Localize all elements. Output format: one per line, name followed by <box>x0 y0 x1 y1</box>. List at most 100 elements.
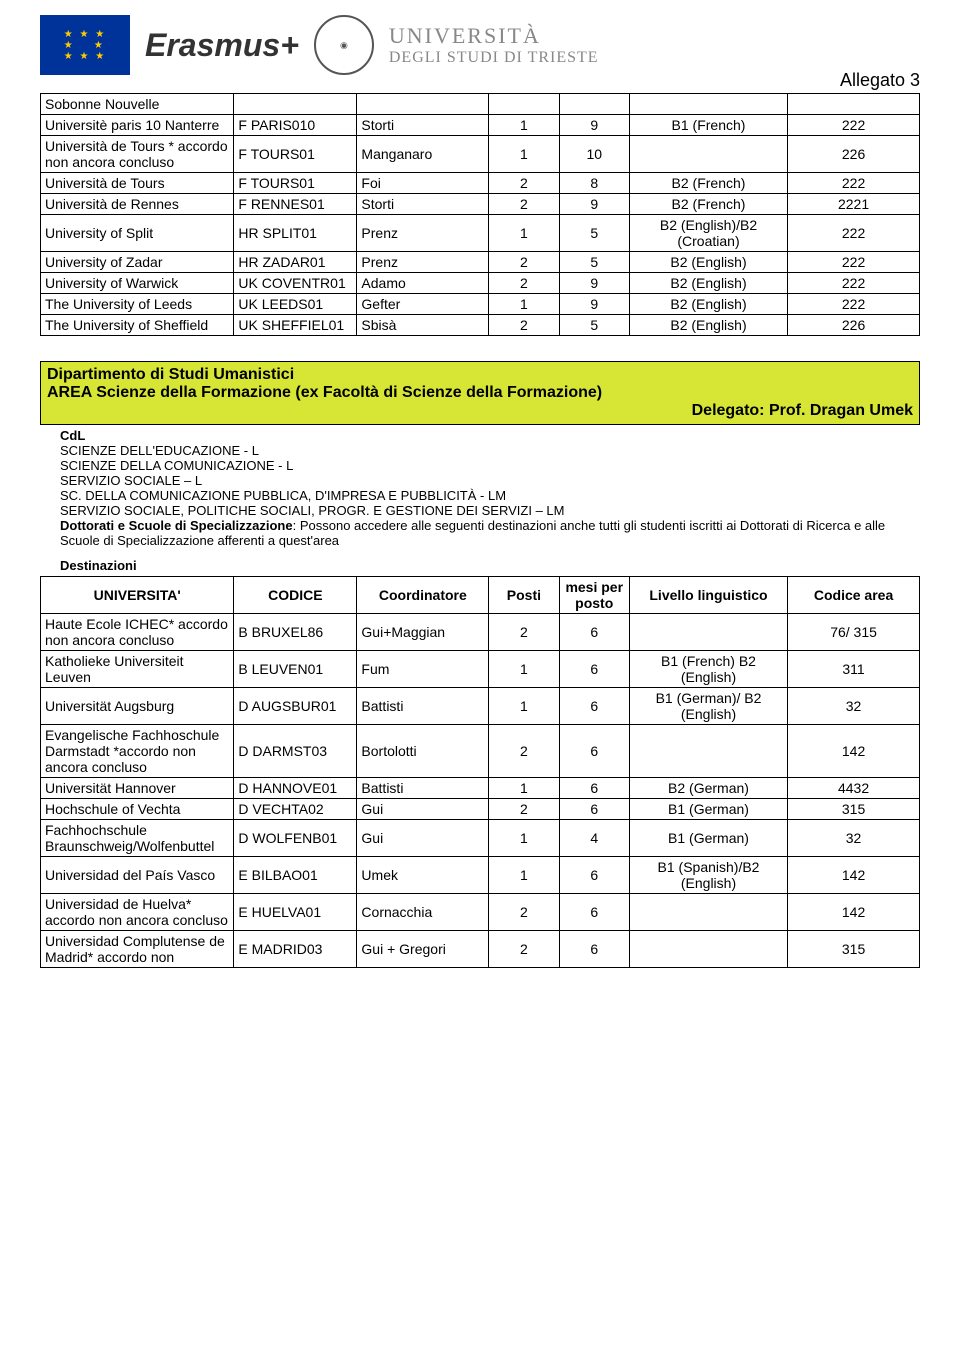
cell-coordinator: Storti <box>357 115 489 136</box>
cell-level: B2 (English) <box>629 252 787 273</box>
cell-level: B2 (German) <box>629 778 787 799</box>
cell-university: Sobonne Nouvelle <box>41 94 234 115</box>
cell-code: F TOURS01 <box>234 136 357 173</box>
cell-area: 222 <box>788 252 920 273</box>
cell-posti: 1 <box>489 215 559 252</box>
cdl-header: CdL <box>60 428 920 443</box>
cell-coordinator: Bortolotti <box>357 725 489 778</box>
col-codice-area: Codice area <box>788 577 920 614</box>
cell-code: D HANNOVE01 <box>234 778 357 799</box>
cell-code: E MADRID03 <box>234 931 357 968</box>
cell-area: 226 <box>788 136 920 173</box>
table-row: University of SplitHR SPLIT01Prenz15B2 (… <box>41 215 920 252</box>
cell-mesi: 9 <box>559 115 629 136</box>
col-coordinatore: Coordinatore <box>357 577 489 614</box>
cell-mesi: 6 <box>559 725 629 778</box>
cell-mesi: 9 <box>559 273 629 294</box>
cell-level: B1 (German) <box>629 820 787 857</box>
section-header-box: Dipartimento di Studi Umanistici AREA Sc… <box>40 361 920 425</box>
cell-area: 222 <box>788 215 920 252</box>
cell-area: 222 <box>788 273 920 294</box>
cell-university: Universität Augsburg <box>41 688 234 725</box>
cell-level: B2 (French) <box>629 173 787 194</box>
cell-level: B1 (German) <box>629 799 787 820</box>
cell-code: E HUELVA01 <box>234 894 357 931</box>
cell-university: Universidad Complutense de Madrid* accor… <box>41 931 234 968</box>
cell-mesi: 6 <box>559 688 629 725</box>
cell-coordinator: Prenz <box>357 215 489 252</box>
cell-level: B2 (French) <box>629 194 787 215</box>
cell-university: Haute Ecole ICHEC* accordo non ancora co… <box>41 614 234 651</box>
cdl-line: SCIENZE DELLA COMUNICAZIONE - L <box>60 458 920 473</box>
table-row: Universität AugsburgD AUGSBUR01Battisti1… <box>41 688 920 725</box>
cell-level: B1 (French) <box>629 115 787 136</box>
table-row: Universitè paris 10 NanterreF PARIS010St… <box>41 115 920 136</box>
table-row: Evangelische Fachhoschule Darmstadt *acc… <box>41 725 920 778</box>
cell-code: HR SPLIT01 <box>234 215 357 252</box>
cell-university: Hochschule of Vechta <box>41 799 234 820</box>
table-row: University of WarwickUK COVENTR01Adamo29… <box>41 273 920 294</box>
cell-university: Universidad de Huelva* accordo non ancor… <box>41 894 234 931</box>
cell-code <box>234 94 357 115</box>
cell-area: 142 <box>788 857 920 894</box>
cell-university: Katholieke Universiteit Leuven <box>41 651 234 688</box>
cell-level: B1 (French) B2 (English) <box>629 651 787 688</box>
cell-code: D AUGSBUR01 <box>234 688 357 725</box>
cell-coordinator <box>357 94 489 115</box>
destinations-table-2: UNIVERSITA' CODICE Coordinatore Posti me… <box>40 576 920 968</box>
table-row: Katholieke Universiteit LeuvenB LEUVEN01… <box>41 651 920 688</box>
cell-posti: 2 <box>489 273 559 294</box>
col-mesi: mesi per posto <box>559 577 629 614</box>
cell-level: B2 (English) <box>629 294 787 315</box>
cdl-line: SERVIZIO SOCIALE, POLITICHE SOCIALI, PRO… <box>60 503 920 518</box>
cell-mesi: 5 <box>559 215 629 252</box>
table-row: Universidad del País VascoE BILBAO01Umek… <box>41 857 920 894</box>
table-row: Fachhochschule Braunschweig/Wolfenbuttel… <box>41 820 920 857</box>
cell-level: B1 (Spanish)/B2 (English) <box>629 857 787 894</box>
cell-coordinator: Battisti <box>357 778 489 799</box>
cell-coordinator: Gui <box>357 799 489 820</box>
table-row: Università de RennesF RENNES01Storti29B2… <box>41 194 920 215</box>
cell-area: 142 <box>788 894 920 931</box>
cell-posti: 2 <box>489 894 559 931</box>
cell-mesi: 6 <box>559 894 629 931</box>
table-row: Sobonne Nouvelle <box>41 94 920 115</box>
cell-code: HR ZADAR01 <box>234 252 357 273</box>
table-row: Universität HannoverD HANNOVE01Battisti1… <box>41 778 920 799</box>
table-row: The University of SheffieldUK SHEFFIEL01… <box>41 315 920 336</box>
uni-name-bottom: DEGLI STUDI DI TRIESTE <box>389 49 599 67</box>
cell-code: UK LEEDS01 <box>234 294 357 315</box>
cell-level <box>629 725 787 778</box>
delegato-label: Delegato: Prof. Dragan Umek <box>47 402 913 420</box>
cell-area: 311 <box>788 651 920 688</box>
cell-university: Evangelische Fachhoschule Darmstadt *acc… <box>41 725 234 778</box>
cell-level: B2 (English)/B2 (Croatian) <box>629 215 787 252</box>
col-universita: UNIVERSITA' <box>41 577 234 614</box>
destinations-table-1: Sobonne NouvelleUniversitè paris 10 Nant… <box>40 93 920 336</box>
cell-level <box>629 614 787 651</box>
cell-coordinator: Gefter <box>357 294 489 315</box>
cell-mesi: 6 <box>559 931 629 968</box>
cell-level <box>629 94 787 115</box>
cell-mesi: 5 <box>559 252 629 273</box>
cell-mesi: 6 <box>559 651 629 688</box>
cell-area: 2221 <box>788 194 920 215</box>
cell-area: 222 <box>788 173 920 194</box>
cell-posti: 1 <box>489 857 559 894</box>
cell-code: D DARMST03 <box>234 725 357 778</box>
cell-coordinator: Adamo <box>357 273 489 294</box>
cell-coordinator: Cornacchia <box>357 894 489 931</box>
cell-area: 76/ 315 <box>788 614 920 651</box>
table-header-row: UNIVERSITA' CODICE Coordinatore Posti me… <box>41 577 920 614</box>
cell-posti: 2 <box>489 614 559 651</box>
cell-coordinator: Storti <box>357 194 489 215</box>
cell-posti: 1 <box>489 778 559 799</box>
cdl-line: SERVIZIO SOCIALE – L <box>60 473 920 488</box>
cell-code: E BILBAO01 <box>234 857 357 894</box>
cell-mesi: 6 <box>559 778 629 799</box>
university-name: UNIVERSITÀ DEGLI STUDI DI TRIESTE <box>389 23 599 67</box>
table-row: University of ZadarHR ZADAR01Prenz25B2 (… <box>41 252 920 273</box>
cell-posti: 2 <box>489 725 559 778</box>
cell-posti: 2 <box>489 173 559 194</box>
cell-mesi: 5 <box>559 315 629 336</box>
